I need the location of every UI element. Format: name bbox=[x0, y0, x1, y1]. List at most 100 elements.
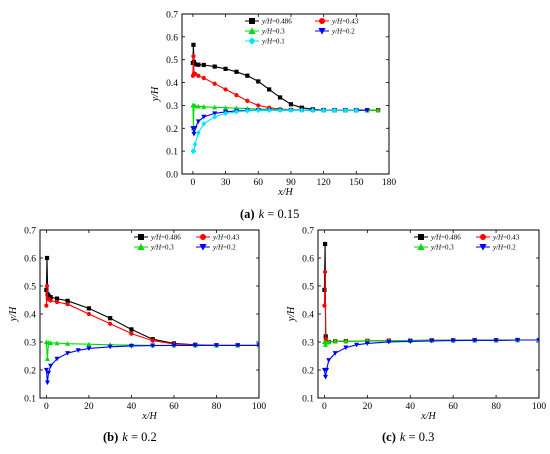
panel-a-data-point bbox=[256, 103, 261, 108]
panel-c-y-tick-label: 0.4 bbox=[302, 311, 314, 321]
panel-a-series-line bbox=[192, 109, 368, 135]
panel-a-data-point bbox=[277, 107, 283, 113]
panel-c-data-point bbox=[429, 338, 435, 344]
panel-c-legend-label: y/H=0.3 bbox=[430, 244, 454, 252]
panel-a-data-point bbox=[201, 104, 207, 109]
panel-b-data-point bbox=[129, 331, 134, 336]
panel-a-data-point bbox=[321, 107, 326, 113]
caption-c: (c) k = 0.3 bbox=[382, 430, 434, 444]
panel-a-data-point bbox=[375, 107, 381, 113]
panel-a-chart: 0 30 60 90 120 150 180 0.0 0.1 0.2 0.3 0.4 0.5 0.6 0.7… bbox=[150, 11, 396, 199]
panel-c-data-point bbox=[324, 367, 330, 373]
panel-a-data-point bbox=[310, 107, 316, 113]
panel-b-data-point bbox=[65, 351, 71, 356]
panel-a-legend-label: y/H=0.3 bbox=[261, 28, 285, 36]
panel-b-y-tick-label: 0.4 bbox=[24, 311, 36, 321]
panel-b-series-line bbox=[45, 285, 259, 346]
panel-a-data-point bbox=[201, 120, 207, 127]
panel-a-legend-label: y/H=0.486 bbox=[261, 18, 292, 26]
panel-a-data-point bbox=[196, 130, 201, 136]
panel-a-data-point bbox=[223, 105, 229, 110]
panel-b-x-tick-label: 40 bbox=[127, 402, 137, 412]
panel-c-x-tick-label: 80 bbox=[491, 402, 501, 412]
panel-b-y-tick-label: 0.7 bbox=[24, 227, 36, 237]
panel-c-plot-frame bbox=[317, 229, 540, 399]
panel-a-y-axis-label: y/H bbox=[150, 86, 161, 102]
panel-b-data-point bbox=[107, 344, 113, 350]
panel-b-data-point bbox=[54, 296, 60, 301]
panel-a-data-point bbox=[223, 66, 228, 71]
panel-c-y-axis-label: y/H bbox=[286, 306, 297, 322]
panel-a-data-point bbox=[212, 111, 218, 116]
panel-a-series-line bbox=[192, 109, 357, 152]
panel-a-data-point bbox=[192, 62, 198, 67]
panel-a-data-point bbox=[288, 102, 294, 107]
panel-a-series-0 bbox=[190, 42, 381, 113]
panel-b-data-point bbox=[44, 283, 50, 289]
panel-b-data-point bbox=[108, 321, 113, 326]
panel-b-series-line bbox=[45, 344, 259, 383]
panel-a-data-point bbox=[277, 95, 283, 100]
panel-c-y-tick-label: 0.2 bbox=[302, 367, 314, 377]
panel-b-x-tick-label: 20 bbox=[84, 402, 94, 412]
panel-c-data-point bbox=[472, 338, 478, 343]
panel-c-data-point bbox=[326, 358, 332, 363]
panel-c-series-3 bbox=[321, 337, 539, 380]
panel-b-data-point bbox=[192, 343, 198, 348]
panel-c-legend-marker bbox=[480, 234, 486, 240]
panel-b-legend-label: y/H=0.486 bbox=[150, 234, 181, 242]
panel-c-data-point bbox=[332, 351, 338, 356]
panel-b-data-point bbox=[235, 343, 241, 348]
panel-b-data-point bbox=[86, 311, 92, 317]
panel-c-y-tick-label: 0.6 bbox=[302, 255, 314, 265]
panel-b-data-point bbox=[44, 255, 50, 261]
panel-c-x-axis-label: x/H bbox=[420, 411, 436, 422]
panel-a-data-point bbox=[256, 79, 261, 84]
panel-c-series-line bbox=[323, 271, 539, 343]
panel-c-chart: 0 20 40 60 80 100 0.1 0.2 0.3 0.4 0.5 0.6 0.7 x/H y/H y… bbox=[286, 227, 546, 423]
panel-b-data-point bbox=[86, 306, 92, 311]
panel-b-legend-marker bbox=[199, 244, 207, 251]
panel-c-y-tick-label: 0.1 bbox=[302, 395, 314, 405]
panel-c-data-point bbox=[322, 374, 329, 380]
panel-a-data-point bbox=[234, 93, 239, 98]
panel-c-series-line bbox=[323, 339, 539, 378]
panel-c-legend-label: y/H=0.2 bbox=[492, 244, 516, 252]
panel-a-x-tick-label: 60 bbox=[254, 178, 264, 188]
panel-a-data-point bbox=[195, 103, 201, 109]
panel-a-data-point bbox=[201, 62, 206, 68]
panel-b-data-point bbox=[213, 343, 219, 348]
panel-c-data-point bbox=[343, 338, 349, 344]
panel-c-series-line bbox=[323, 243, 539, 343]
panel-a-data-point bbox=[288, 107, 294, 113]
panel-a-data-point bbox=[192, 141, 198, 148]
panel-a-data-point bbox=[195, 119, 201, 124]
panel-a-series-1 bbox=[190, 54, 381, 113]
panel-b-series-3 bbox=[43, 343, 259, 386]
panel-a-data-point bbox=[201, 75, 206, 81]
panel-b-data-point bbox=[65, 302, 70, 307]
panel-b-data-point bbox=[171, 343, 177, 348]
panel-a-series-4 bbox=[190, 107, 359, 154]
panel-a-data-point bbox=[191, 54, 196, 59]
panel-b-data-point bbox=[65, 298, 70, 303]
panel-b-legend-label: y/H=0.43 bbox=[212, 234, 240, 242]
panel-c-data-point bbox=[407, 339, 413, 344]
panel-b-data-point bbox=[86, 341, 92, 347]
panel-c-data-point bbox=[332, 338, 338, 344]
panel-c-data-point bbox=[354, 342, 360, 348]
panel-a-data-point bbox=[212, 104, 218, 110]
panel-a-series-line bbox=[192, 104, 379, 129]
panel-a-data-point bbox=[234, 109, 239, 115]
panel-b-data-point bbox=[86, 346, 92, 351]
panel-c-data-point bbox=[386, 339, 392, 345]
panel-a-series-line bbox=[192, 44, 379, 111]
panel-a-data-point bbox=[212, 64, 217, 69]
panel-a-x-tick-label: 90 bbox=[286, 178, 296, 188]
panel-a-data-point bbox=[255, 107, 261, 114]
panel-c-data-point bbox=[364, 341, 370, 346]
panel-a-y-tick-label: 0.4 bbox=[166, 79, 178, 89]
panel-b-y-axis-label: y/H bbox=[8, 306, 19, 322]
panel-b-data-point bbox=[54, 340, 60, 346]
